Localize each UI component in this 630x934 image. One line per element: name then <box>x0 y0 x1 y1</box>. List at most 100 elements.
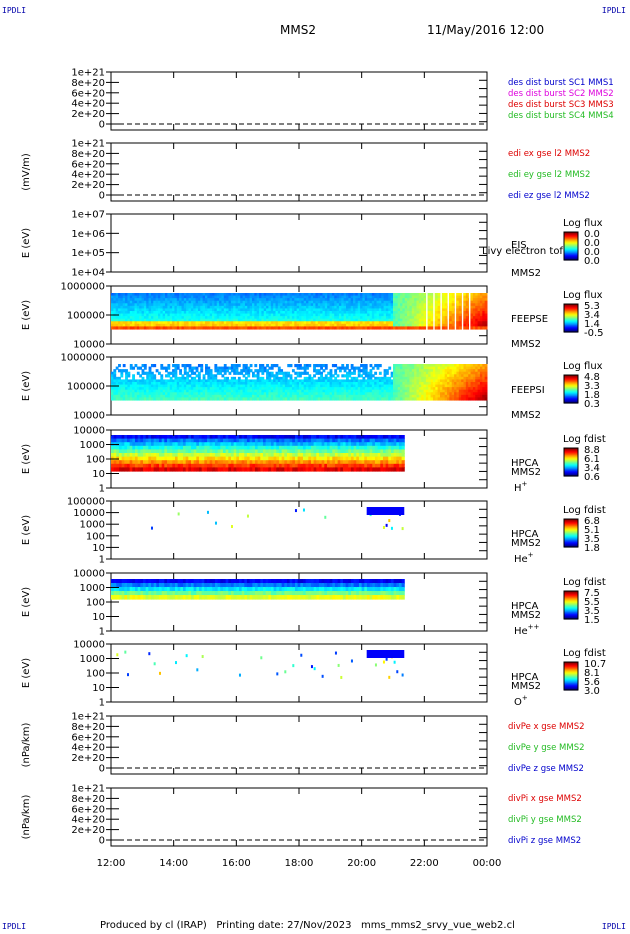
spectrogram-cell <box>160 394 164 398</box>
spectrogram-cell <box>400 323 403 327</box>
spectrogram-cell <box>254 442 259 447</box>
spectrogram-cell <box>482 379 486 383</box>
spectrogram-cell <box>148 326 152 330</box>
spectrogram-cell <box>204 435 208 440</box>
spectrogram-cell <box>273 318 276 322</box>
spectrogram-cell <box>280 384 284 388</box>
spectrogram-cell <box>139 295 143 299</box>
spectrogram-cell <box>320 384 323 388</box>
spectrogram-cell <box>303 394 307 398</box>
spectrogram-cell <box>134 298 138 302</box>
spectrogram-cell <box>136 308 140 312</box>
spectrogram-cell <box>172 364 175 368</box>
y-tick-label-0-1: 2e+20 <box>71 109 105 120</box>
spectrogram-cell <box>221 318 225 322</box>
spectrogram-cell <box>223 303 227 307</box>
spectrogram-cell <box>235 394 239 398</box>
spectrogram-cell <box>294 303 298 307</box>
spectrogram-cell <box>291 303 295 307</box>
spectrogram-cell <box>136 387 140 391</box>
spectrogram-cell <box>423 295 427 299</box>
spectrogram-cell <box>362 318 366 322</box>
spectrogram-cell <box>317 392 321 396</box>
spectrogram-cell <box>409 321 413 325</box>
spectrogram-cell <box>275 318 279 322</box>
spectrogram-cell <box>223 366 227 370</box>
spectrogram-cell <box>355 293 359 297</box>
spectrogram-cell <box>226 379 229 383</box>
spectrogram-cell <box>310 316 314 320</box>
spectrogram-cell <box>125 318 128 322</box>
spectrogram-cell <box>150 293 154 297</box>
spectrogram-cell <box>444 313 448 317</box>
spectrogram-cell <box>146 316 150 320</box>
spectrogram-cell <box>176 303 180 307</box>
spectrogram-cell <box>118 449 123 454</box>
spectrogram-cell <box>451 318 455 322</box>
spectrogram-cell <box>200 321 204 325</box>
spectrogram-cell <box>252 442 256 447</box>
spectrogram-cell <box>322 303 326 307</box>
spectrogram-cell <box>165 303 168 307</box>
spectrogram-cell <box>136 305 140 310</box>
spectrogram-cell <box>435 364 439 368</box>
spectrogram-cell <box>360 323 363 327</box>
spectrogram-cell <box>230 305 234 310</box>
spectrogram-cell <box>397 293 401 297</box>
colorbar-swatch <box>564 320 578 323</box>
spectrogram-cell <box>188 308 192 312</box>
spectrogram-cell <box>324 381 328 386</box>
spectrogram-cell <box>341 381 345 386</box>
spectrogram-cell <box>129 438 133 443</box>
spectrogram-cell <box>404 366 408 370</box>
spectrogram-cell <box>179 369 182 373</box>
spectrogram-cell <box>383 369 387 373</box>
spectrogram-cell <box>111 316 114 320</box>
spectrogram-cell <box>223 389 227 393</box>
spectrogram-cell <box>277 293 281 297</box>
spectrogram-cell <box>479 313 483 317</box>
spectrogram-cell <box>395 316 399 320</box>
spectrogram-cell <box>322 381 326 386</box>
spectrogram-cell <box>263 366 267 370</box>
spectrogram-cell <box>442 298 446 302</box>
spectrogram-cell <box>317 326 321 330</box>
spectrogram-cell <box>289 318 293 322</box>
spectrogram-cell <box>209 316 213 320</box>
spectrogram-cell <box>214 305 218 310</box>
spectrogram-cell <box>244 445 248 450</box>
spectrogram-cell <box>313 369 316 373</box>
spectrogram-cell <box>390 392 394 396</box>
spectrogram-cell <box>146 300 150 304</box>
spectrogram-cell <box>343 394 347 398</box>
spectrogram-cell <box>331 318 335 322</box>
spectrogram-cell <box>176 305 180 310</box>
spectrogram-cell <box>322 300 326 304</box>
spectrogram-cell <box>442 387 446 391</box>
spectrogram-cell <box>317 300 321 304</box>
spectrogram-cell <box>209 384 213 388</box>
spectrogram-cell <box>313 310 316 315</box>
spectrogram-cell <box>148 381 152 386</box>
spectrogram-cell <box>482 316 486 320</box>
spectrogram-cell <box>121 438 125 443</box>
spectrogram-cell <box>153 318 157 322</box>
spectrogram-cell <box>228 308 232 312</box>
spectrogram-cell <box>393 316 396 320</box>
spectrogram-cell <box>423 394 427 398</box>
spectrogram-cell <box>291 384 295 388</box>
spectrogram-cell <box>291 394 295 398</box>
spectrogram-cell <box>139 305 143 310</box>
spectrogram-cell <box>442 295 446 299</box>
spectrogram-cell <box>357 303 361 307</box>
spectrogram-cell <box>404 316 408 320</box>
spectrogram-cell <box>353 376 356 381</box>
spectrogram-cell <box>346 310 349 315</box>
spectrogram-cell <box>150 308 154 312</box>
spectrogram-cell <box>280 381 284 386</box>
spectrogram-cell <box>256 381 260 386</box>
spectrogram-cell <box>477 318 481 322</box>
spectrogram-cell <box>153 293 157 297</box>
spectrogram-cell <box>393 389 396 393</box>
spectrogram-cell <box>233 313 237 317</box>
